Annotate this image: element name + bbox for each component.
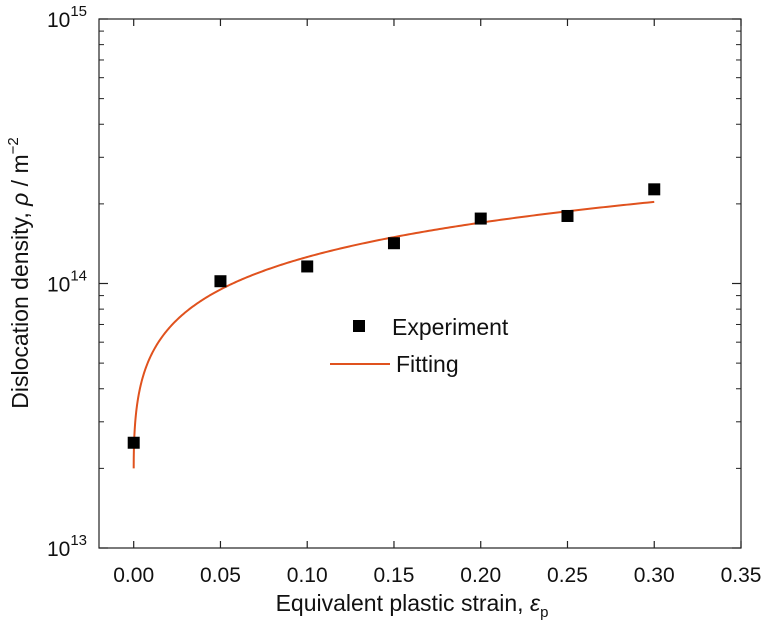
fitting-line [132, 200, 655, 469]
x-tick-label: 0.00 [113, 564, 154, 587]
experiment-point [474, 212, 487, 225]
x-tick-label: 0.35 [721, 564, 762, 587]
experiment-points [127, 183, 661, 449]
experiment-point [561, 209, 574, 222]
legend-experiment-label: Experiment [392, 314, 509, 340]
x-tick-label: 0.15 [374, 564, 415, 587]
x-axis-title-symbol: ε [530, 590, 541, 616]
y-axis-ticks: 1013 1014 1015 [47, 3, 741, 561]
x-tick-label: 0.10 [287, 564, 328, 587]
y-axis-title-unit: / m [7, 154, 33, 192]
x-tick-label: 0.05 [200, 564, 241, 587]
y-axis-title-symbol: ρ [7, 193, 33, 207]
x-axis-title-subscript: p [540, 604, 548, 621]
y-tick-label: 1014 [47, 268, 87, 297]
x-axis-ticks: 0.00 0.05 0.10 0.15 0.20 0.25 0.30 0.35 [113, 19, 761, 587]
x-axis-title-text: Equivalent plastic strain, [276, 590, 530, 616]
y-tick-label: 1013 [47, 532, 87, 561]
legend-fitting-label: Fitting [396, 351, 459, 377]
experiment-point [127, 436, 140, 449]
legend-experiment-marker [353, 320, 365, 332]
x-tick-label: 0.20 [460, 564, 501, 587]
plot-frame [98, 18, 742, 549]
x-tick-label: 0.30 [634, 564, 675, 587]
y-tick-label: 1015 [47, 3, 87, 32]
legend: Experiment Fitting [330, 314, 509, 377]
x-axis-title: Equivalent plastic strain, εp [276, 590, 549, 621]
y-axis-title: Dislocation density, ρ / m−2 [5, 137, 33, 408]
experiment-point [301, 260, 314, 273]
experiment-point [648, 183, 661, 196]
experiment-point [214, 275, 227, 288]
x-tick-label: 0.25 [547, 564, 588, 587]
experiment-point [387, 237, 400, 250]
y-axis-title-text: Dislocation density, [7, 206, 33, 409]
y-axis-title-unit-exponent: −2 [5, 137, 22, 154]
